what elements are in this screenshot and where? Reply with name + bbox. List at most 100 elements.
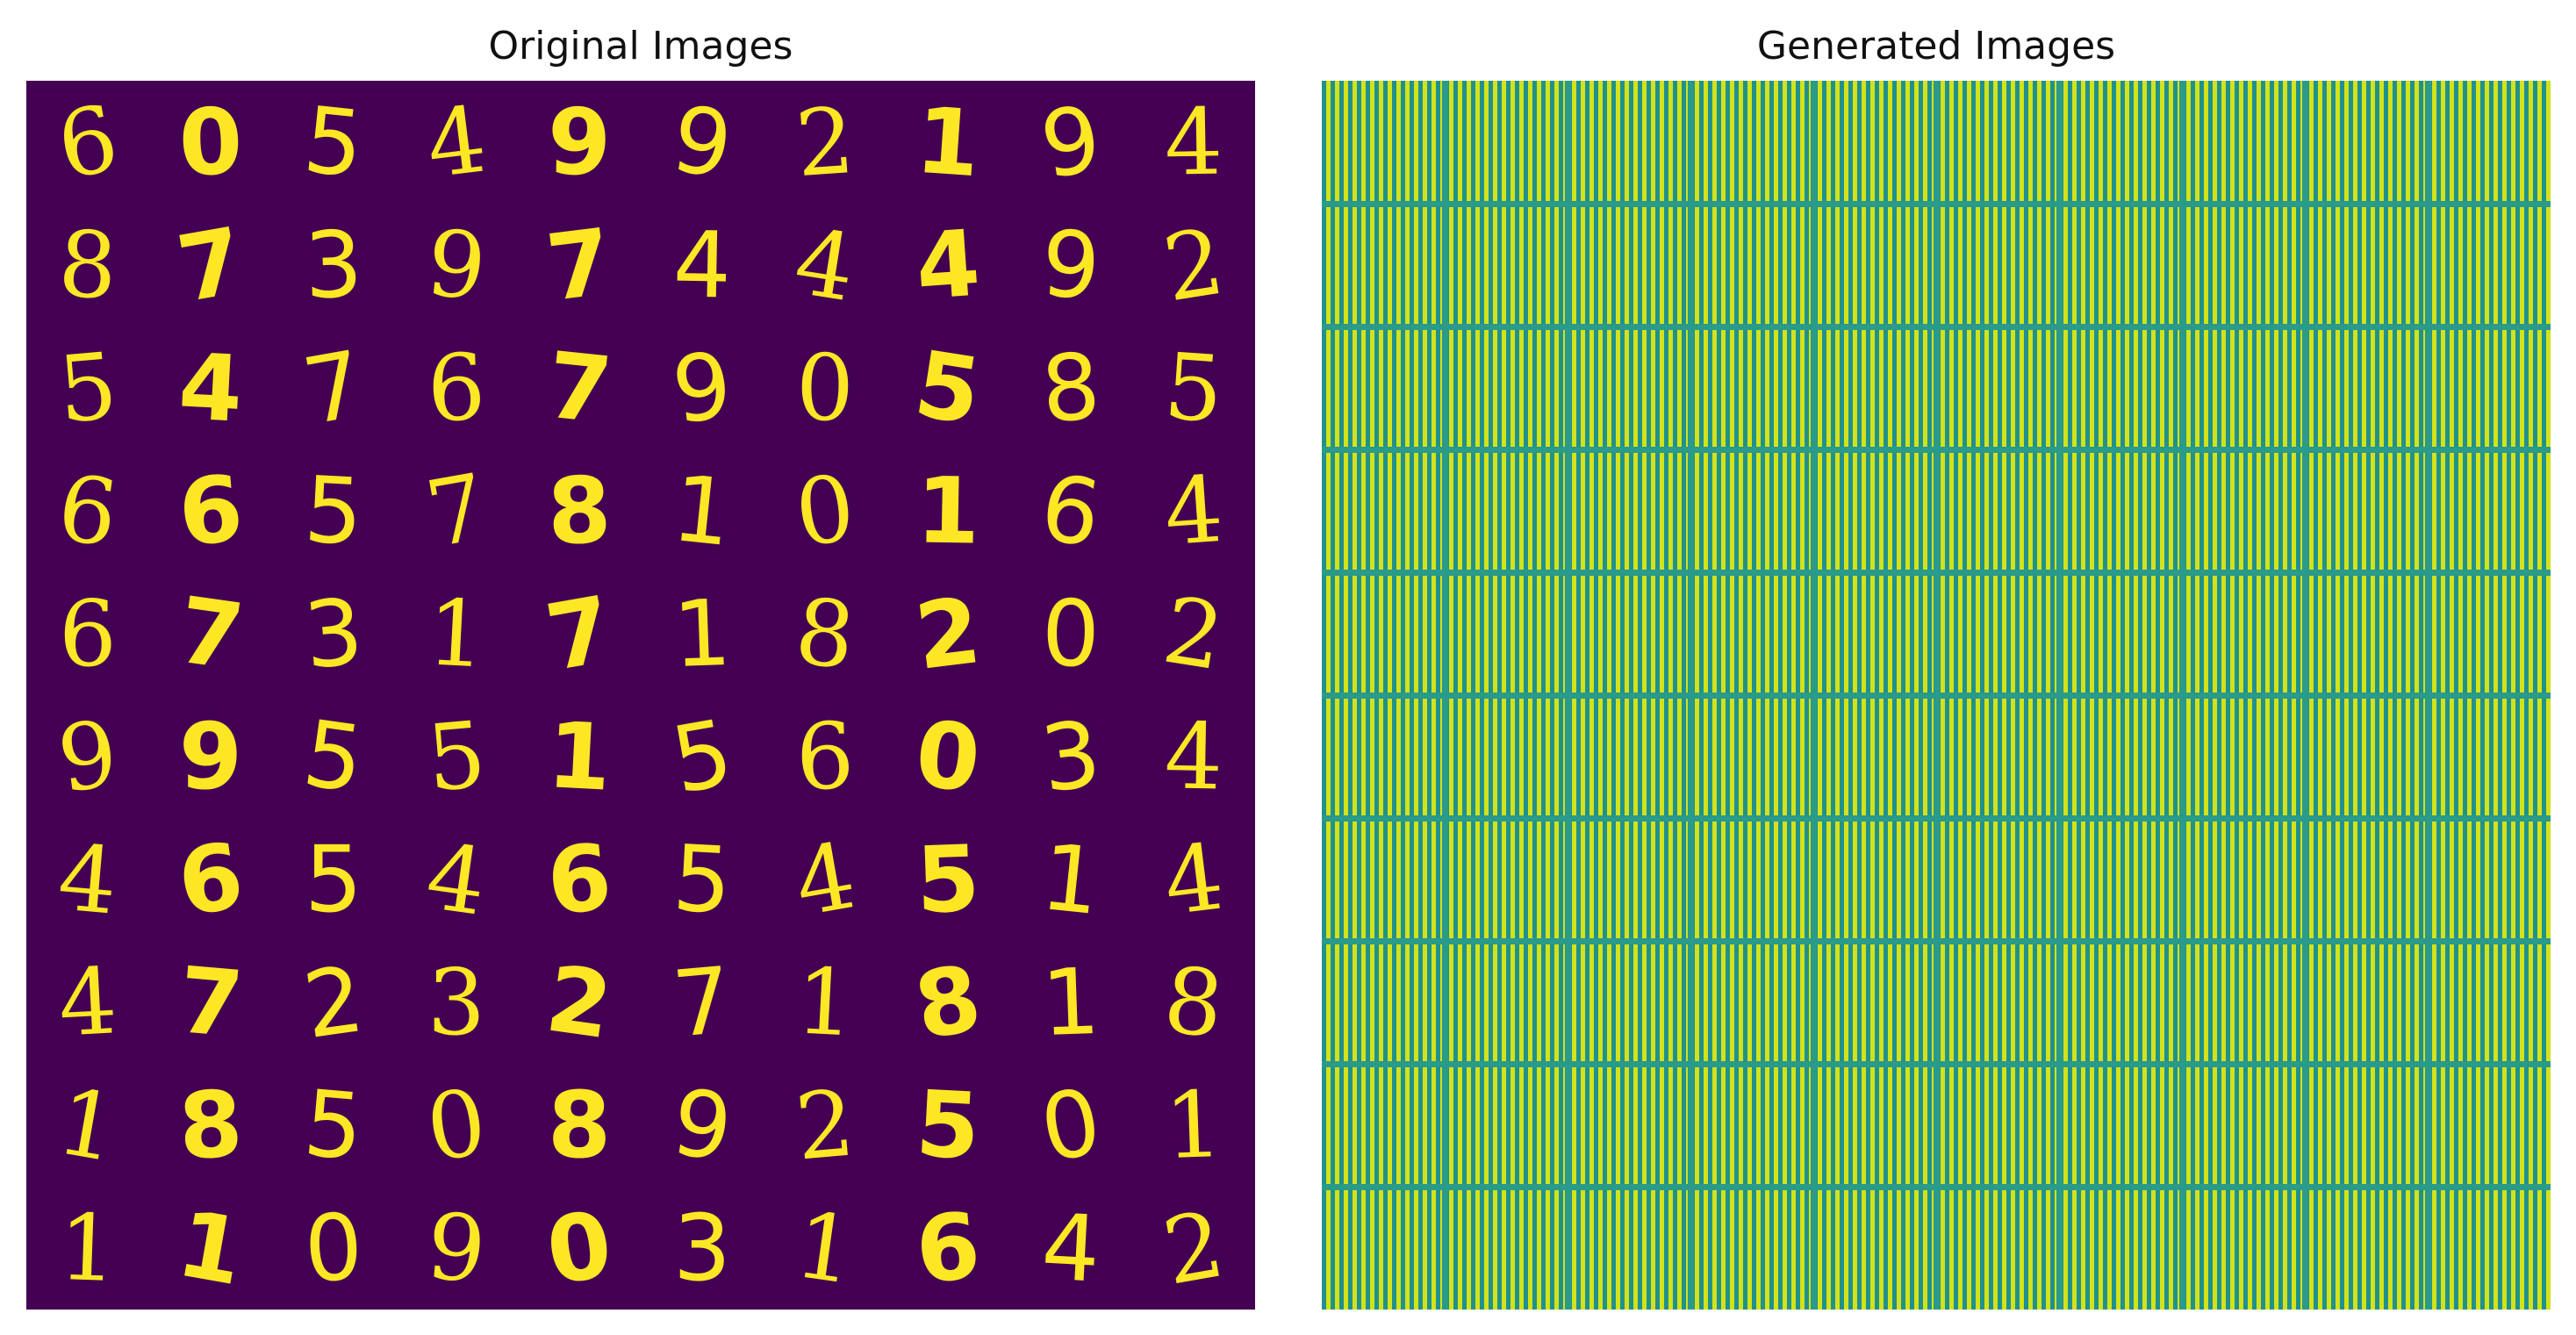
- generated-tile-border-col: [1811, 81, 1817, 1310]
- digit-tile: 9: [546, 88, 613, 197]
- digit-tile: 8: [176, 1070, 246, 1181]
- digit-tile: 0: [910, 700, 986, 814]
- digit-tile: 2: [909, 577, 987, 691]
- digit-tile: 5: [54, 332, 122, 444]
- digit-tile: 4: [54, 823, 122, 936]
- digit-tile: 0: [794, 334, 856, 442]
- digit-tile: 5: [298, 85, 369, 199]
- digit-tile: 1: [793, 947, 857, 1058]
- digit-tile: 9: [422, 1192, 491, 1304]
- digit-tile: 8: [55, 210, 120, 320]
- digit-tile: 4: [1038, 1193, 1103, 1303]
- digit-tile: 4: [1158, 822, 1230, 937]
- digit-tile: 7: [174, 946, 248, 1059]
- digit-tile: 5: [913, 1070, 983, 1181]
- digit-tile: 8: [907, 944, 989, 1061]
- digit-tile: 7: [541, 208, 618, 322]
- digit-tile: 5: [1160, 332, 1227, 444]
- digit-tile: 9: [664, 84, 740, 200]
- digit-tile: 7: [418, 453, 495, 569]
- digit-tile: 5: [908, 330, 988, 446]
- digit-tile: 6: [542, 823, 616, 936]
- digit-tile: 0: [420, 1067, 493, 1183]
- digit-tile: 9: [1033, 84, 1109, 200]
- generated-tile-border-col: [2056, 81, 2063, 1310]
- digit-tile: 5: [422, 700, 491, 813]
- digit-tile: 5: [304, 826, 363, 933]
- generated-images-grid: [1322, 81, 2551, 1310]
- digit-tile: 4: [1163, 702, 1224, 811]
- digit-tile: 7: [668, 946, 736, 1059]
- digit-tile: 3: [299, 578, 368, 690]
- digit-tile: 6: [911, 1192, 985, 1304]
- digit-tile: 4: [1160, 455, 1227, 567]
- generated-tile-border-col: [1442, 81, 1448, 1310]
- digit-tile: 1: [544, 701, 614, 812]
- digit-tile: 1: [912, 86, 984, 198]
- digit-tile: 5: [297, 699, 370, 815]
- digit-tile: 0: [1032, 1067, 1109, 1183]
- digit-tile: 4: [176, 333, 246, 443]
- digit-tile: 0: [301, 1193, 366, 1303]
- digit-tile: 6: [171, 822, 250, 937]
- digit-tile: 6: [1033, 453, 1109, 569]
- digit-tile: 0: [1040, 579, 1101, 688]
- digit-tile: 8: [790, 577, 860, 691]
- generated-tile-border-col: [1688, 81, 1694, 1310]
- digit-tile: 1: [56, 1193, 119, 1303]
- digit-tile: 5: [299, 1069, 368, 1181]
- generated-tile-border-col: [2302, 81, 2308, 1310]
- digit-tile: 4: [55, 947, 120, 1058]
- digit-tile: 8: [1159, 945, 1229, 1059]
- digit-tile: 5: [664, 699, 741, 815]
- digit-tile: 7: [295, 330, 372, 446]
- digit-tile: 6: [51, 453, 125, 569]
- digit-tile: 8: [1037, 332, 1104, 444]
- digit-tile: 1: [671, 578, 734, 689]
- digit-tile: 2: [792, 86, 858, 198]
- digit-tile: 4: [912, 209, 984, 321]
- digit-tile: 2: [1156, 207, 1231, 323]
- digit-tile: 6: [425, 333, 488, 443]
- digit-tile: 3: [1035, 700, 1107, 814]
- digit-tile: 1: [49, 1067, 126, 1183]
- generated-images-title: Generated Images: [1756, 24, 2116, 68]
- digit-tile: 4: [1163, 88, 1224, 197]
- digit-tile: 6: [58, 580, 118, 687]
- digit-tile: 3: [427, 949, 486, 1056]
- generated-tile-border-col: [2425, 81, 2431, 1310]
- digit-tile: 8: [545, 456, 614, 566]
- digit-tile: 4: [420, 85, 492, 199]
- digit-tile: 2: [791, 1069, 859, 1181]
- digit-tile: 0: [176, 87, 245, 197]
- digit-tile: 5: [670, 824, 735, 935]
- digit-tile: 3: [672, 1195, 732, 1302]
- digit-tile: 9: [1037, 209, 1104, 321]
- digit-tile: 2: [1155, 1190, 1232, 1306]
- digit-tile: 5: [301, 456, 366, 566]
- digit-tile: 6: [49, 84, 126, 200]
- digit-tile: 1: [667, 454, 737, 568]
- digit-tile: 2: [540, 944, 619, 1060]
- digit-tile: 7: [169, 206, 252, 324]
- digit-tile: 5: [914, 824, 982, 935]
- digit-tile: 8: [547, 1072, 612, 1179]
- digit-tile: 9: [51, 699, 125, 815]
- digit-tile: 1: [169, 1189, 252, 1307]
- digit-tile: 3: [302, 210, 365, 320]
- digit-tile: 4: [671, 211, 733, 319]
- digit-tile: 0: [540, 1190, 619, 1306]
- digit-tile: 1: [1036, 822, 1106, 937]
- digit-tile: 4: [420, 822, 493, 937]
- digit-tile: 7: [542, 331, 617, 445]
- digit-tile: 2: [297, 944, 370, 1060]
- digit-tile: 1: [424, 578, 489, 689]
- digit-tile: 4: [786, 822, 864, 937]
- digit-tile: 9: [665, 1067, 739, 1183]
- digit-tile: 6: [174, 455, 248, 567]
- digit-tile: 1: [788, 1190, 862, 1306]
- generated-tile-border-col: [2179, 81, 2185, 1310]
- digit-tile: 9: [421, 208, 492, 322]
- digit-tile: 2: [1156, 576, 1231, 692]
